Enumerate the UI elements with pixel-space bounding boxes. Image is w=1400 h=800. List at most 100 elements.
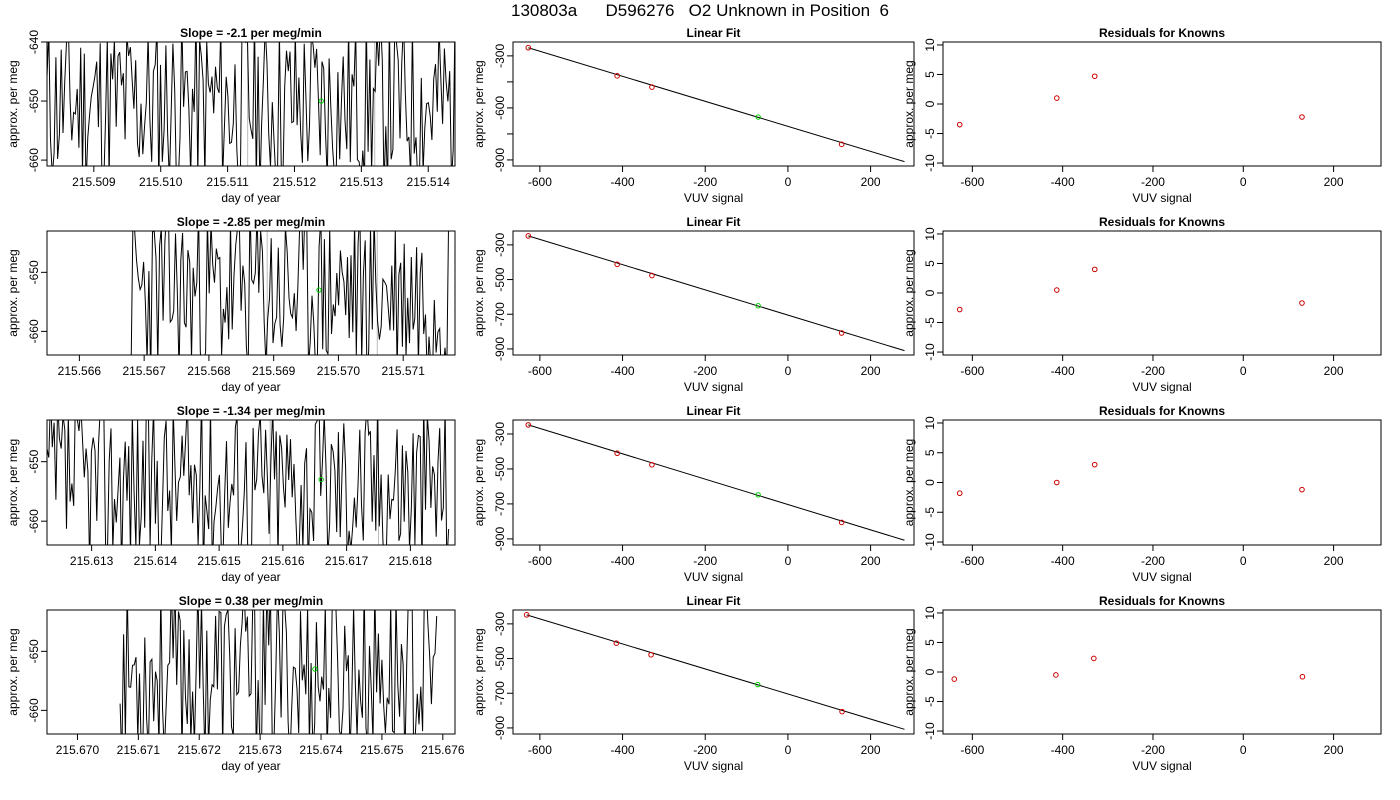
residuals-2-residual-point bbox=[1053, 287, 1060, 293]
fit-2-ytick-label: -700 bbox=[493, 302, 507, 326]
residuals-1-xlabel: VUV signal bbox=[1132, 191, 1191, 205]
timeseries-3-xtick-label: 215.614 bbox=[134, 554, 178, 568]
residuals-4-residual-point bbox=[1091, 655, 1097, 662]
fit-3-ytick-label: -700 bbox=[493, 492, 507, 516]
timeseries-4-xtick-label: 215.673 bbox=[238, 743, 282, 757]
fit-2-panel: Linear Fit -600 -400 -200 0 200 -300 -500 -700 -9… bbox=[472, 215, 915, 394]
fit-2-ylabel: approx. per meg bbox=[472, 249, 486, 336]
residuals-1-panel: Residuals for Knowns -600 -400 -200 0 200 -10 -… bbox=[902, 26, 1382, 205]
figure-title: 130803a D596276 O2 Unknown in Position 6 bbox=[510, 1, 890, 20]
timeseries-4-xtick-label: 215.675 bbox=[360, 743, 404, 757]
timeseries-2-xtick-label: 215.571 bbox=[381, 364, 425, 378]
timeseries-4-ytick-label: -650 bbox=[27, 639, 41, 663]
fit-1-panel: Linear Fit -600 -400 -200 0 200 -300 -600 -900 VU… bbox=[472, 26, 915, 205]
fit-1-xtick-label: -400 bbox=[611, 175, 635, 189]
residuals-2-xtick-label: -200 bbox=[1141, 364, 1165, 378]
fit-1-xlabel: VUV signal bbox=[684, 191, 743, 205]
fit-1-ytick-label: -900 bbox=[493, 148, 507, 172]
fit-4-fit-line bbox=[526, 614, 905, 730]
fit-3-known-point bbox=[838, 519, 845, 526]
residuals-2-ytick-label: 10 bbox=[923, 227, 937, 241]
residuals-3-xtick-label: 0 bbox=[1240, 554, 1247, 568]
residuals-1-ytick-label: 5 bbox=[923, 71, 937, 78]
residuals-3-xlabel: VUV signal bbox=[1132, 570, 1191, 584]
fit-2-ytick-label: -500 bbox=[493, 267, 507, 291]
residuals-3-ytick-label: 10 bbox=[923, 416, 937, 430]
residuals-2-ytick-label: -5 bbox=[923, 317, 937, 328]
timeseries-1-xlabel: day of year bbox=[221, 191, 280, 205]
timeseries-1-xtick-label: 215.511 bbox=[206, 175, 249, 189]
timeseries-1-highlight-point bbox=[318, 98, 324, 104]
residuals-4-residual-point bbox=[951, 676, 958, 682]
timeseries-3-ylabel: approx. per meg bbox=[6, 439, 20, 526]
residuals-4-ytick-label: -10 bbox=[923, 722, 937, 740]
fit-3-fit-line bbox=[528, 424, 905, 541]
fit-3-known-point bbox=[614, 450, 620, 457]
fit-2-xtick-label: 0 bbox=[785, 364, 792, 378]
fit-4-frame bbox=[512, 609, 915, 735]
residuals-4-frame bbox=[942, 609, 1382, 735]
timeseries-3-series-line bbox=[47, 420, 450, 545]
timeseries-4-xtick-label: 215.671 bbox=[117, 743, 161, 757]
residuals-1-xtick-label: 0 bbox=[1240, 175, 1247, 189]
residuals-2-ytick-label: -10 bbox=[923, 343, 937, 361]
fit-3-frame bbox=[512, 419, 915, 546]
timeseries-2-xtick-label: 215.569 bbox=[252, 364, 296, 378]
fit-4-unknown-point bbox=[755, 681, 761, 688]
residuals-1-xtick-label: -400 bbox=[1051, 175, 1075, 189]
residuals-4-ytick-label: 5 bbox=[923, 639, 937, 646]
fit-2-xlabel: VUV signal bbox=[684, 380, 743, 394]
timeseries-3-xtick-label: 215.618 bbox=[389, 554, 433, 568]
residuals-1-ytick-label: 10 bbox=[923, 38, 937, 52]
residuals-4-ylabel: approx. per meg bbox=[902, 628, 916, 715]
residuals-3-residual-point bbox=[1053, 479, 1060, 486]
residuals-4-xtick-label: 200 bbox=[1324, 743, 1344, 757]
residuals-1-residual-point bbox=[956, 121, 963, 128]
fit-1-xtick-label: 200 bbox=[861, 175, 881, 189]
fit-2-frame bbox=[512, 230, 915, 356]
fit-4-xtick-label: 200 bbox=[861, 743, 881, 757]
residuals-2-xtick-label: 0 bbox=[1240, 364, 1247, 378]
timeseries-1-xtick-label: 215.513 bbox=[340, 175, 384, 189]
fit-2-xtick-label: 200 bbox=[861, 364, 881, 378]
fit-3-ylabel: approx. per meg bbox=[472, 439, 486, 526]
residuals-1-ytick-label: -10 bbox=[923, 154, 937, 172]
residuals-4-panel: Residuals for Knowns -600 -400 -200 0 200 -10 -… bbox=[902, 594, 1382, 773]
residuals-3-xtick-label: -400 bbox=[1051, 554, 1075, 568]
residuals-1-residual-point bbox=[1299, 114, 1305, 120]
timeseries-4-xtick-label: 215.670 bbox=[56, 743, 100, 757]
timeseries-2-xtick-label: 215.568 bbox=[187, 364, 231, 378]
fit-4-ytick-label: -700 bbox=[493, 681, 507, 705]
fit-1-ytick-label: -600 bbox=[493, 96, 507, 120]
fit-2-ytick-label: -900 bbox=[493, 337, 507, 361]
timeseries-4-series-line bbox=[119, 610, 438, 734]
fit-2-known-point bbox=[525, 233, 532, 239]
residuals-1-ytick-label: -5 bbox=[923, 128, 937, 139]
residuals-4-residual-point bbox=[1053, 672, 1059, 678]
fit-4-ytick-label: -500 bbox=[493, 646, 507, 670]
fit-4-known-point bbox=[613, 640, 620, 646]
timeseries-1-panel: Slope = -2.1 per meg/min 215.509 215.510 21… bbox=[6, 26, 456, 205]
residuals-2-xtick-label: -600 bbox=[960, 364, 984, 378]
fit-2-xtick-label: -400 bbox=[611, 364, 635, 378]
residuals-2-ytick-label: 0 bbox=[923, 289, 937, 296]
residuals-2-residual-point bbox=[956, 306, 963, 313]
fit-4-xtick-label: -600 bbox=[528, 743, 552, 757]
residuals-1-residual-point bbox=[1053, 95, 1060, 101]
fit-2-unknown-point bbox=[755, 303, 761, 309]
timeseries-3-xtick-label: 215.615 bbox=[197, 554, 241, 568]
fit-1-known-point bbox=[838, 141, 845, 148]
residuals-3-ylabel: approx. per meg bbox=[902, 439, 916, 526]
residuals-4-xtick-label: -600 bbox=[960, 743, 984, 757]
timeseries-4-xtick-label: 215.674 bbox=[299, 743, 343, 757]
fit-2-title: Linear Fit bbox=[686, 215, 740, 229]
residuals-4-ytick-label: 0 bbox=[923, 668, 937, 675]
timeseries-3-xtick-label: 215.613 bbox=[70, 554, 114, 568]
fit-1-unknown-point bbox=[755, 114, 761, 120]
fit-2-fit-line bbox=[528, 235, 905, 352]
fit-2-ytick-label: -300 bbox=[493, 233, 507, 257]
residuals-1-residual-point bbox=[1091, 73, 1098, 80]
fit-3-title: Linear Fit bbox=[686, 404, 740, 418]
timeseries-1-title: Slope = -2.1 per meg/min bbox=[180, 26, 322, 40]
